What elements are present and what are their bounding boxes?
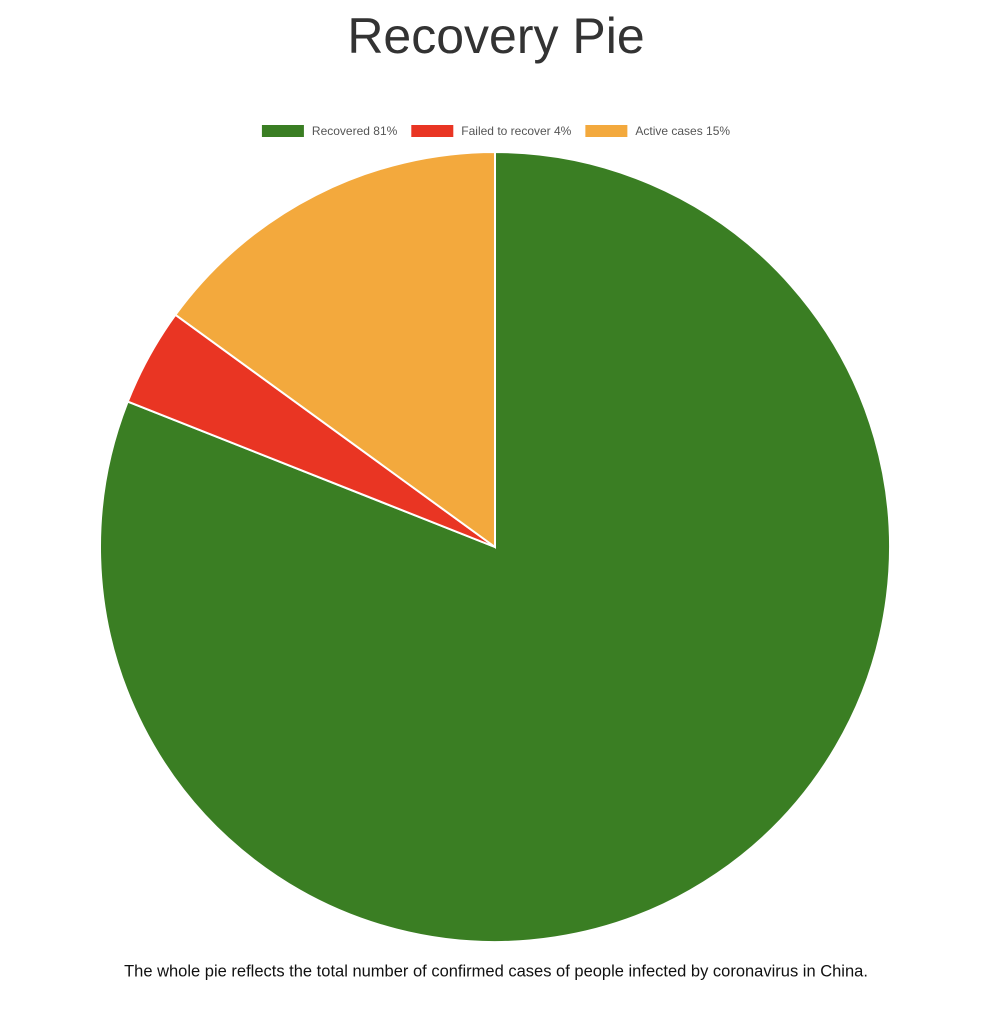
legend-swatch (411, 125, 454, 137)
pie-slice (99, 150, 891, 943)
legend-label: Recovered 81% (312, 124, 398, 138)
legend-label: Active cases 15% (635, 124, 730, 138)
legend-swatch (261, 125, 304, 137)
chart-title: Recovery Pie (347, 8, 644, 64)
caption: The whole pie reflects the total number … (124, 962, 868, 980)
legend-label: Failed to recover 4% (461, 124, 571, 138)
legend-swatch (585, 125, 628, 137)
pie-slice (174, 150, 496, 549)
